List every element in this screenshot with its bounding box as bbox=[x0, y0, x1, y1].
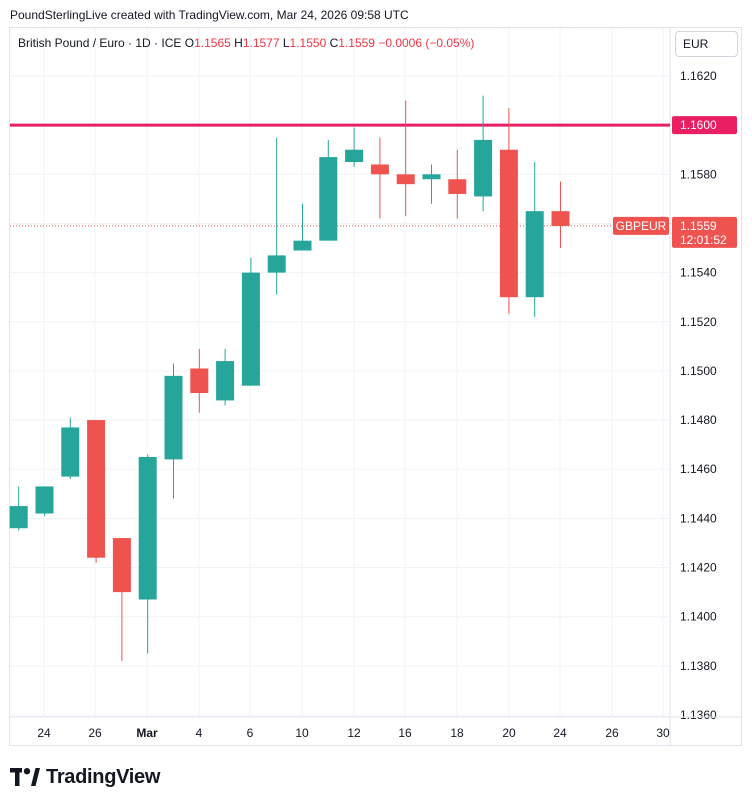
legend-close-label: C bbox=[329, 36, 339, 50]
x-tick-label: 6 bbox=[247, 726, 254, 740]
y-tick-label: 1.1420 bbox=[680, 561, 717, 575]
legend-symbol: British Pound / Euro · 1D · ICE bbox=[18, 36, 182, 50]
level-line-price-tag bbox=[672, 116, 737, 135]
x-tick-label: 24 bbox=[553, 726, 567, 740]
x-tick-label: 24 bbox=[37, 726, 51, 740]
x-tick-label: 16 bbox=[398, 726, 412, 740]
candle-body bbox=[267, 255, 286, 273]
chart-frame bbox=[9, 27, 742, 746]
chart-caption: PoundSterlingLive created with TradingVi… bbox=[10, 8, 409, 22]
candle-body bbox=[9, 506, 28, 529]
x-tick-label: 18 bbox=[450, 726, 464, 740]
candle-body bbox=[87, 420, 106, 558]
x-tick-label: 26 bbox=[605, 726, 619, 740]
candle-body bbox=[216, 361, 235, 401]
y-tick-label: 1.1380 bbox=[680, 659, 717, 673]
legend-change: −0.0006 (−0.05%) bbox=[378, 36, 475, 50]
legend-open-label: O bbox=[184, 36, 195, 50]
candle-body bbox=[190, 368, 209, 394]
level-line-price-label: 1.1600 bbox=[680, 118, 717, 132]
candle-body bbox=[138, 456, 157, 600]
x-tick-label: 30 bbox=[656, 726, 670, 740]
y-tick-label: 1.1540 bbox=[680, 266, 717, 280]
x-tick-label: 20 bbox=[502, 726, 516, 740]
countdown-label: 12:01:52 bbox=[680, 233, 727, 247]
legend-high-value: 1.1577 bbox=[242, 36, 280, 50]
candle-body bbox=[448, 179, 467, 194]
y-tick-label: 1.1400 bbox=[680, 610, 717, 624]
y-tick-label: 1.1500 bbox=[680, 364, 717, 378]
legend-low-label: L bbox=[282, 36, 290, 50]
candle-body bbox=[35, 486, 54, 514]
candle-body bbox=[396, 174, 415, 185]
candle-body bbox=[319, 157, 338, 241]
candle-body bbox=[422, 174, 441, 180]
candle-body bbox=[164, 375, 183, 460]
y-tick-label: 1.1440 bbox=[680, 511, 717, 525]
candle-body bbox=[499, 149, 518, 298]
symbol-tag-label: GBPEUR bbox=[616, 219, 667, 233]
x-tick-label: 10 bbox=[295, 726, 309, 740]
candle-body bbox=[112, 538, 131, 593]
candle-body bbox=[345, 149, 364, 163]
candle-body bbox=[525, 211, 544, 298]
x-tick-label: 12 bbox=[347, 726, 361, 740]
legend-low-value: 1.1550 bbox=[289, 36, 327, 50]
last-price-tag bbox=[672, 216, 737, 248]
y-tick-label: 1.1620 bbox=[680, 69, 717, 83]
candle-body bbox=[551, 211, 570, 226]
x-tick-label: 26 bbox=[88, 726, 102, 740]
candle-body bbox=[293, 240, 312, 251]
currency-selector[interactable]: EUR bbox=[675, 31, 738, 57]
candle-body bbox=[370, 164, 389, 175]
symbol-tag bbox=[613, 216, 669, 235]
ohlc-legend: British Pound / Euro · 1D · ICE O1.1565 … bbox=[18, 36, 474, 50]
candle-body bbox=[474, 139, 493, 197]
candle-body bbox=[61, 427, 80, 477]
legend-open-value: 1.1565 bbox=[194, 36, 231, 50]
y-tick-label: 1.1580 bbox=[680, 167, 717, 181]
last-price-label: 1.1559 bbox=[680, 219, 717, 233]
tradingview-logo-icon bbox=[10, 768, 40, 786]
x-tick-label: 4 bbox=[196, 726, 203, 740]
y-tick-label: 1.1460 bbox=[680, 462, 717, 476]
candle-body bbox=[241, 272, 260, 386]
legend-high-label: H bbox=[234, 36, 243, 50]
tradingview-logo[interactable]: TradingView bbox=[10, 764, 160, 790]
x-tick-label: Mar bbox=[136, 726, 158, 740]
y-tick-label: 1.1520 bbox=[680, 315, 717, 329]
legend-close-value: 1.1559 bbox=[338, 36, 375, 50]
tradingview-wordmark: TradingView bbox=[46, 765, 161, 788]
y-tick-label: 1.1360 bbox=[680, 708, 717, 722]
y-tick-label: 1.1480 bbox=[680, 413, 717, 427]
